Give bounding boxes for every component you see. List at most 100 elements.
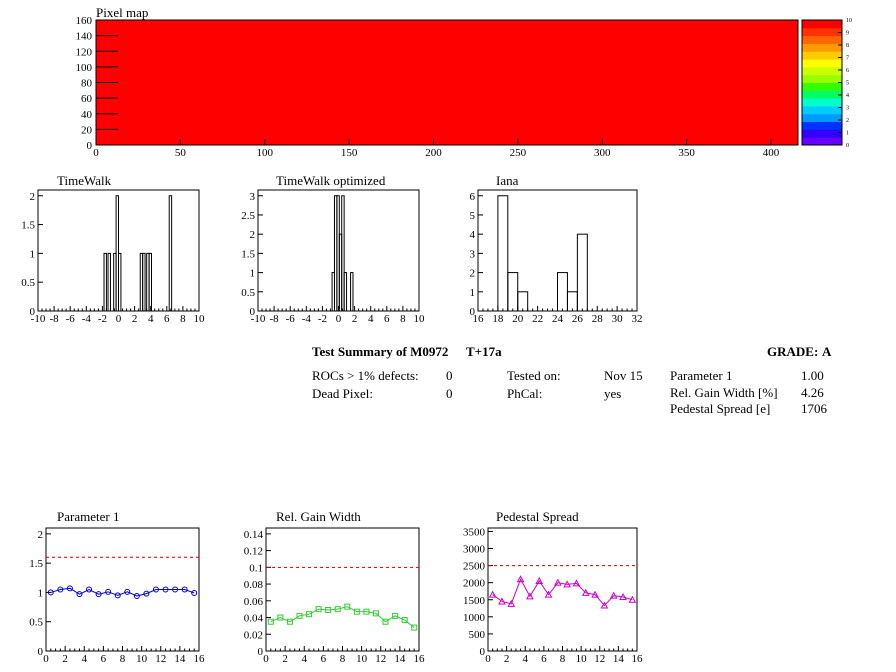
grade-label: GRADE:: [767, 344, 819, 359]
y-tick-label: 0.02: [244, 629, 263, 641]
y-tick-label: 3: [250, 191, 256, 203]
histogram-bin: [118, 252, 122, 312]
data-point: [114, 592, 121, 599]
palette-swatch: [802, 129, 842, 138]
y-tick-label: 0.5: [241, 287, 255, 299]
data-point: [507, 599, 516, 607]
data-point: [133, 592, 140, 599]
x-tick-label: 16: [414, 653, 426, 665]
x-tick-label: 18: [492, 313, 504, 325]
tested-on-value: Nov 15: [604, 368, 643, 383]
x-tick-label: -10: [31, 313, 46, 325]
data-point: [76, 591, 83, 598]
rocs-defects-value: 0: [446, 368, 453, 383]
x-tick-label: 4: [148, 313, 154, 325]
y-tick-label: 1500: [463, 595, 486, 607]
pixel-map-y-tick-label: 140: [76, 31, 93, 43]
y-tick-label: 0.5: [29, 617, 43, 629]
pixel-map-x-tick-label: 300: [594, 147, 611, 159]
x-tick-label: 4: [302, 653, 308, 665]
x-tick-label: 16: [473, 313, 485, 325]
panel-title: Parameter 1: [57, 509, 119, 524]
data-point: [563, 580, 571, 588]
y-tick-label: 0: [470, 306, 476, 318]
panel-title: Rel. Gain Width: [276, 509, 361, 524]
palette-swatch: [802, 98, 842, 107]
data-point: [315, 606, 322, 613]
palette-swatch: [802, 43, 842, 52]
y-tick-label: 0.12: [244, 546, 263, 558]
palette-swatch: [802, 66, 842, 76]
x-tick-label: 2: [282, 653, 288, 665]
y-tick-label: 2500: [463, 561, 486, 573]
x-tick-label: 0: [43, 653, 49, 665]
pixel-map-title: Pixel map: [96, 5, 148, 20]
y-tick-label: 2: [30, 191, 36, 203]
grade-value: A: [822, 344, 832, 359]
data-point: [619, 592, 627, 601]
x-tick-label: 14: [613, 653, 625, 665]
data-point: [581, 588, 590, 596]
pixel-map-x-tick-label: 350: [678, 147, 695, 159]
y-tick-label: 3: [470, 248, 476, 260]
x-tick-label: 24: [552, 313, 564, 325]
pixel-map-y-tick-label: 120: [76, 46, 93, 58]
y-tick-label: 0.14: [244, 529, 264, 541]
data-point: [191, 590, 198, 597]
palette-tick-label: 3: [846, 106, 849, 112]
x-tick-label: 8: [560, 653, 566, 665]
parameter1-label: Parameter 1: [670, 368, 733, 383]
histogram-bin: [103, 252, 107, 312]
gain-width-label: Rel. Gain Width [%]: [670, 385, 778, 400]
palette-swatch: [802, 105, 842, 115]
data-point: [143, 590, 150, 597]
histogram-bin: [507, 272, 519, 312]
palette-swatch: [802, 51, 842, 60]
palette-swatch: [802, 82, 842, 91]
parameter1-value: 1.00: [801, 368, 824, 383]
y-tick-label: 1: [38, 587, 44, 599]
pixel-map-y-tick-label: 40: [81, 109, 93, 121]
x-tick-label: 26: [572, 313, 584, 325]
data-point: [306, 611, 313, 618]
pixel-map-x-tick-label: 100: [257, 147, 274, 159]
phcal-value: yes: [604, 386, 622, 401]
data-point: [286, 618, 293, 625]
x-tick-label: 4: [523, 653, 529, 665]
x-tick-label: 2: [504, 653, 510, 665]
data-point: [86, 586, 93, 593]
pixel-map-x-tick-label: 50: [175, 147, 187, 159]
pixel-map-y-tick-label: 100: [76, 62, 93, 74]
y-tick-label: 3500: [463, 526, 486, 538]
panel-title: Iana: [496, 173, 519, 188]
y-tick-label: 2: [250, 229, 256, 241]
y-tick-label: 2.5: [241, 210, 255, 222]
palette-tick-label: 10: [846, 18, 852, 24]
x-tick-label: 10: [356, 653, 368, 665]
palette-tick-label: 5: [846, 81, 849, 87]
palette-swatch: [802, 121, 842, 130]
x-tick-label: -2: [318, 313, 327, 325]
pixel-map-x-tick-label: 400: [763, 147, 780, 159]
panel-frame: [257, 189, 420, 312]
data-point: [363, 608, 370, 615]
x-tick-label: 10: [414, 313, 426, 325]
histogram-bin: [557, 272, 568, 312]
x-tick-label: 12: [375, 653, 386, 665]
x-tick-label: 6: [164, 313, 170, 325]
y-tick-label: 2000: [463, 578, 486, 590]
data-point: [172, 586, 179, 593]
pedestal-spread-label: Pedestal Spread [e]: [670, 401, 771, 416]
y-tick-label: 0.1: [249, 562, 263, 574]
x-tick-label: 2: [352, 313, 358, 325]
histogram-bin: [517, 291, 529, 312]
histogram-bin: [107, 252, 111, 312]
histogram-bin: [497, 195, 509, 312]
y-tick-label: 0: [480, 646, 486, 658]
data-point: [105, 588, 112, 595]
pixel-map-x-tick-label: 150: [341, 147, 358, 159]
rocs-defects-label: ROCs > 1% defects:: [312, 368, 419, 383]
y-tick-label: 1: [470, 287, 476, 299]
y-tick-label: 1.5: [241, 248, 255, 260]
